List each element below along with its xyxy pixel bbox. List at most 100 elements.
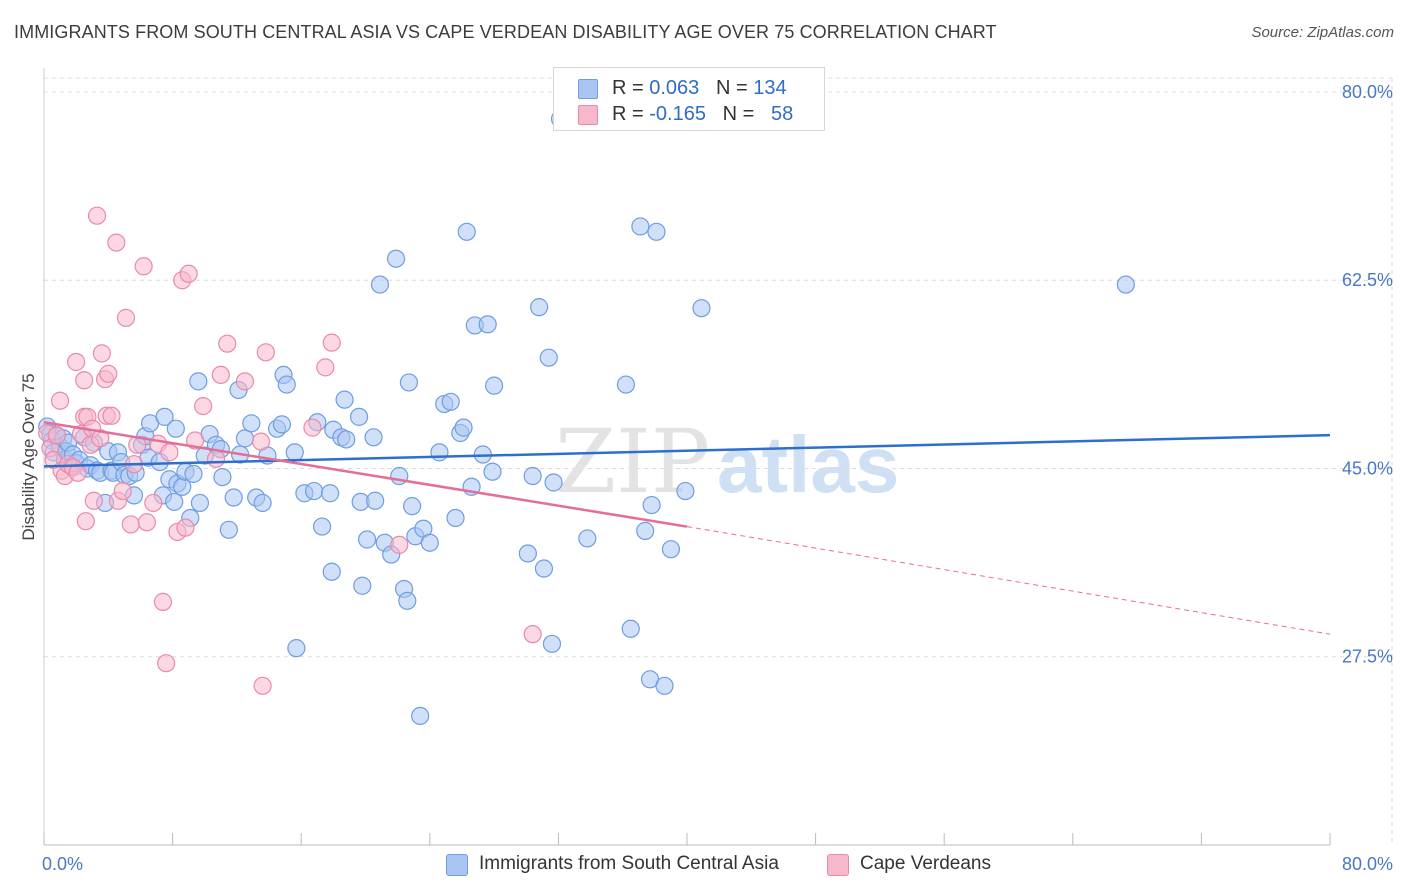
data-point: [534, 559, 554, 578]
data-point: [399, 373, 419, 392]
data-point: [692, 299, 711, 318]
y-tick-label: 45.0%: [1342, 458, 1393, 478]
data-point: [1116, 275, 1135, 294]
data-point: [398, 591, 417, 610]
data-point: [176, 518, 195, 537]
data-point: [430, 443, 449, 462]
data-point: [272, 415, 292, 434]
data-points: [38, 109, 1135, 726]
trend-line-cape-verdeans: [43, 421, 688, 528]
data-point: [47, 426, 66, 445]
data-point: [411, 706, 430, 726]
data-point: [235, 429, 255, 448]
bottom-legend-label: Immigrants from South Central Asia: [479, 853, 779, 874]
legend-n-label: N =: [715, 77, 748, 99]
data-point: [121, 515, 140, 534]
data-point: [364, 428, 383, 447]
data-point: [631, 217, 650, 236]
data-point: [251, 432, 271, 451]
data-point: [446, 508, 465, 528]
data-point: [107, 233, 126, 252]
data-point: [655, 676, 674, 695]
data-point: [322, 333, 341, 352]
data-point: [144, 493, 163, 513]
data-point: [134, 257, 153, 276]
legend: R = 0.063 N = 134 R = -0.165 N = 58: [553, 67, 825, 131]
data-point: [242, 414, 261, 433]
data-point: [676, 481, 695, 501]
data-point: [116, 308, 136, 327]
data-point: [91, 429, 110, 448]
data-point: [316, 358, 335, 377]
bottom-legend-swatch-south-central-asia: [446, 854, 468, 876]
legend-r-value: 0.063: [649, 77, 700, 99]
data-point: [578, 529, 597, 548]
data-point: [457, 222, 476, 241]
data-point: [478, 315, 497, 334]
legend-swatch-south-central-asia: [578, 79, 598, 99]
data-point: [166, 419, 185, 438]
data-point: [621, 619, 640, 638]
y-axis-label: Disability Age Over 75: [19, 373, 38, 540]
data-point: [530, 298, 549, 317]
data-point: [287, 639, 306, 658]
data-point: [189, 372, 208, 391]
data-point: [636, 521, 655, 540]
y-tick-label: 80.0%: [1342, 82, 1393, 102]
legend-n-value: 134: [753, 77, 787, 99]
chart-title: IMMIGRANTS FROM SOUTH CENTRAL ASIA VS CA…: [14, 22, 997, 42]
data-point: [253, 493, 272, 513]
x-tick-labels: 0.0% 80.0%: [42, 854, 1393, 874]
legend-n-label: N =: [722, 103, 755, 125]
data-point: [194, 396, 213, 416]
data-point: [616, 375, 636, 394]
data-point: [157, 654, 176, 673]
watermark-atlas: atlas: [717, 420, 899, 509]
x-tick-label: 0.0%: [42, 854, 83, 874]
data-point: [190, 493, 210, 513]
data-point: [92, 344, 111, 363]
data-point: [211, 365, 230, 385]
trend-line-cape-verdeans-extension: [686, 526, 1331, 635]
data-point: [349, 407, 369, 426]
data-point: [454, 418, 473, 437]
data-point: [50, 391, 70, 410]
data-point: [235, 372, 255, 391]
data-point: [256, 343, 275, 362]
y-tick-label: 27.5%: [1342, 647, 1393, 667]
legend-r-label: R =: [612, 77, 644, 99]
bottom-legend-swatch-cape-verdeans: [827, 854, 849, 876]
data-point: [358, 530, 377, 549]
data-point: [523, 466, 542, 486]
data-point: [184, 464, 203, 483]
data-point: [420, 533, 439, 552]
data-point: [544, 473, 563, 492]
data-point: [206, 449, 226, 468]
data-point: [153, 592, 173, 611]
legend-r-value: -0.165: [649, 103, 706, 125]
data-point: [403, 497, 422, 516]
legend-text: R = 0.063 N = 134: [612, 77, 787, 100]
data-point: [642, 495, 661, 515]
data-point: [84, 491, 103, 510]
data-point: [386, 249, 406, 268]
y-tick-labels: 27.5% 45.0% 62.5% 80.0%: [1342, 82, 1393, 667]
y-tick-label: 62.5%: [1342, 270, 1393, 290]
data-point: [285, 443, 304, 462]
data-point: [304, 481, 324, 501]
bottom-legend-label: Cape Verdeans: [860, 853, 991, 874]
series-cape-verdeans: [38, 206, 542, 695]
series-south-central-asia: [38, 109, 1135, 726]
data-point: [213, 467, 232, 487]
data-point: [67, 352, 86, 372]
data-point: [218, 334, 237, 353]
data-point: [219, 520, 238, 539]
data-point: [303, 418, 322, 437]
legend-swatch-cape-verdeans: [578, 105, 598, 125]
data-point: [647, 222, 666, 241]
data-point: [76, 512, 95, 531]
data-point: [661, 540, 681, 559]
data-point: [441, 392, 460, 411]
data-point: [337, 430, 356, 449]
